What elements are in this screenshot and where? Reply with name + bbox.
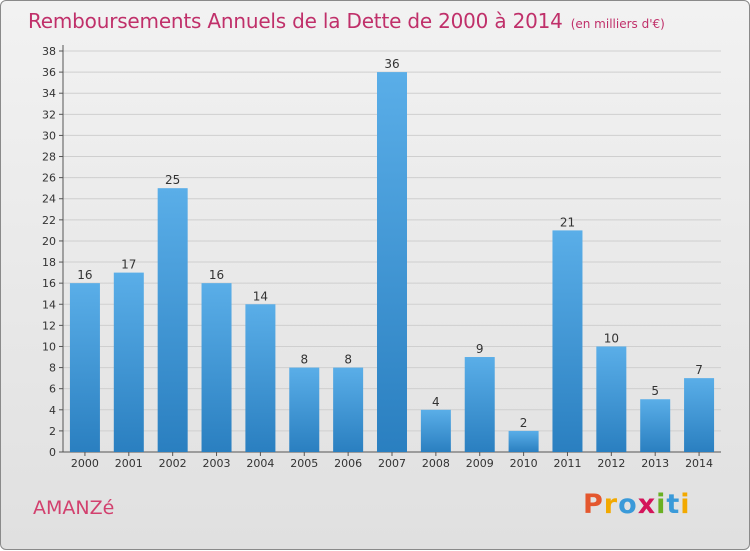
bar-value-label: 36: [384, 57, 399, 71]
x-tick-label: 2011: [553, 457, 581, 470]
x-tick-label: 2006: [334, 457, 362, 470]
bar-value-label: 5: [651, 384, 659, 398]
x-tick-label: 2005: [290, 457, 318, 470]
x-tick-label: 2012: [597, 457, 625, 470]
bar-value-label: 17: [121, 258, 136, 272]
bar-2009: [464, 357, 495, 452]
x-tick-label: 2009: [466, 457, 494, 470]
bar-2002: [157, 188, 188, 452]
bar-2012: [596, 346, 627, 452]
bar-2001: [113, 272, 144, 452]
bar-2011: [552, 230, 583, 452]
bar-value-label: 25: [165, 173, 180, 187]
bar-value-label: 2: [520, 416, 528, 430]
chart-title-block: Remboursements Annuels de la Dette de 20…: [28, 9, 665, 33]
bar-2013: [640, 399, 671, 452]
bar-value-label: 16: [77, 268, 92, 282]
bar-value-label: 4: [432, 395, 440, 409]
y-tick-label: 26: [42, 172, 56, 185]
y-tick-label: 14: [42, 298, 56, 311]
x-tick-label: 2002: [159, 457, 187, 470]
x-tick-label: 2014: [685, 457, 713, 470]
logo-letter: x: [637, 489, 657, 520]
bar-value-label: 21: [560, 215, 575, 229]
logo-letter: r: [603, 489, 619, 520]
bar-value-label: 10: [604, 331, 619, 345]
bar-value-label: 14: [253, 289, 268, 303]
bar-value-label: 8: [344, 353, 352, 367]
y-tick-label: 30: [42, 129, 56, 142]
x-tick-label: 2004: [246, 457, 274, 470]
bar-2003: [201, 283, 232, 452]
x-tick-label: 2013: [641, 457, 669, 470]
commune-name: AMANZé: [33, 497, 115, 519]
y-tick-label: 20: [42, 235, 56, 248]
chart-title: Remboursements Annuels de la Dette de 20…: [28, 9, 563, 33]
logo-letter: o: [618, 489, 638, 520]
x-tick-label: 2010: [510, 457, 538, 470]
y-tick-label: 32: [42, 108, 56, 121]
bar-2007: [377, 72, 407, 453]
x-tick-label: 2001: [115, 457, 143, 470]
y-tick-label: 6: [49, 383, 56, 396]
x-tick-labels: 2000 2001 2002 2003 2004 2005 2006 2007 2008 2009…: [71, 457, 713, 470]
y-tick-label: 12: [42, 319, 56, 332]
data-labels: 16 17 25 16 14 8 8 36 4 9 2 21 10 5 7: [77, 57, 703, 430]
y-tick-label: 22: [42, 214, 56, 227]
bars: [69, 72, 715, 453]
y-tick-label: 4: [49, 404, 56, 417]
bar-2010: [508, 430, 539, 452]
bar-2000: [69, 283, 100, 452]
bar-2014: [684, 378, 715, 452]
y-tick-label: 2: [49, 425, 56, 438]
y-tick-label: 36: [42, 66, 56, 79]
y-tick-label: 18: [42, 256, 56, 269]
y-tick-label: 0: [49, 446, 56, 459]
x-tick-label: 2008: [422, 457, 450, 470]
y-tick-label: 8: [49, 362, 56, 375]
y-tick-label: 10: [42, 340, 56, 353]
bar-2005: [289, 367, 320, 452]
y-tick-label: 24: [42, 193, 56, 206]
bar-value-label: 7: [695, 363, 703, 377]
logo-letter: i: [680, 489, 691, 520]
x-tick-label: 2007: [378, 457, 406, 470]
bar-2004: [245, 304, 276, 452]
bar-value-label: 9: [476, 342, 484, 356]
bar-2008: [420, 409, 451, 452]
x-tick-label: 2000: [71, 457, 99, 470]
y-tick-label: 34: [42, 87, 56, 100]
proxiti-logo: Proxiti: [583, 489, 691, 520]
y-tick-label: 28: [42, 151, 56, 164]
bar-value-label: 16: [209, 268, 224, 282]
logo-letter: i: [656, 489, 667, 520]
chart-unit: (en milliers d'€): [570, 17, 665, 31]
logo-letter: P: [583, 489, 604, 520]
bar-2006: [333, 367, 364, 452]
logo-letter: t: [666, 489, 681, 520]
y-tick-label: 38: [42, 45, 56, 58]
y-tick-label: 16: [42, 277, 56, 290]
x-tick-label: 2003: [203, 457, 231, 470]
bar-value-label: 8: [300, 353, 308, 367]
